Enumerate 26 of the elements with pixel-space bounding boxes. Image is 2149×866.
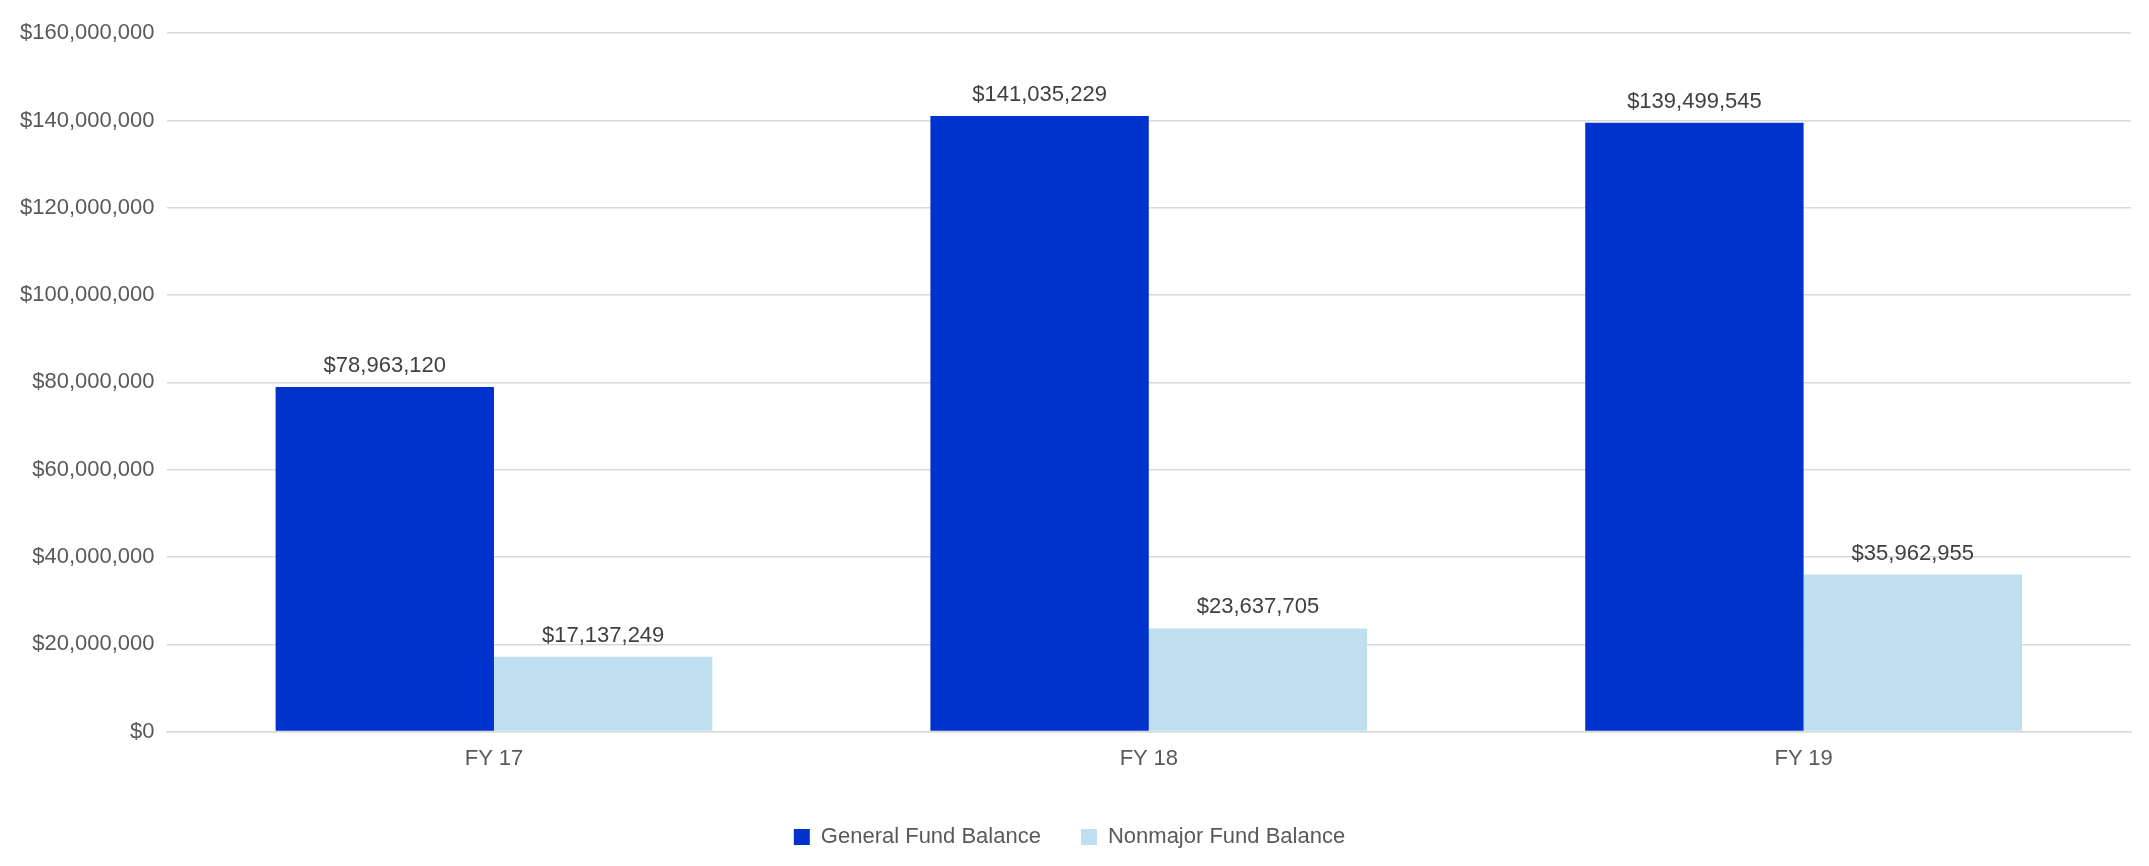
data-label: $78,963,120 — [323, 351, 446, 377]
bar — [1148, 628, 1368, 731]
y-tick-label: $120,000,000 — [20, 193, 155, 219]
x-tick-label: FY 18 — [1119, 744, 1178, 770]
data-label: $23,637,705 — [1196, 593, 1320, 619]
y-tick-label: $20,000,000 — [32, 630, 155, 656]
y-tick-label: $60,000,000 — [32, 455, 155, 481]
y-tick-label: $80,000,000 — [32, 368, 155, 394]
bar — [1585, 122, 1804, 731]
data-label: $141,035,229 — [972, 81, 1107, 107]
legend-label: General Fund Balance — [820, 823, 1041, 849]
y-tick-label: $0 — [130, 717, 155, 743]
bar — [930, 115, 1149, 731]
x-tick-label: FY 17 — [464, 744, 524, 770]
y-tick-label: $40,000,000 — [32, 543, 155, 569]
bar — [1803, 574, 2022, 731]
y-tick-label: $100,000,000 — [20, 281, 155, 307]
y-tick-label: $140,000,000 — [20, 106, 155, 132]
data-label: $139,499,545 — [1627, 87, 1762, 113]
data-label: $35,962,955 — [1851, 539, 1974, 565]
data-label: $17,137,249 — [542, 621, 665, 647]
bar — [493, 656, 713, 731]
bar — [275, 386, 494, 731]
legend-label: Nonmajor Fund Balance — [1107, 823, 1346, 849]
y-tick-label: $160,000,000 — [20, 19, 155, 45]
x-tick-label: FY 19 — [1774, 744, 1833, 770]
